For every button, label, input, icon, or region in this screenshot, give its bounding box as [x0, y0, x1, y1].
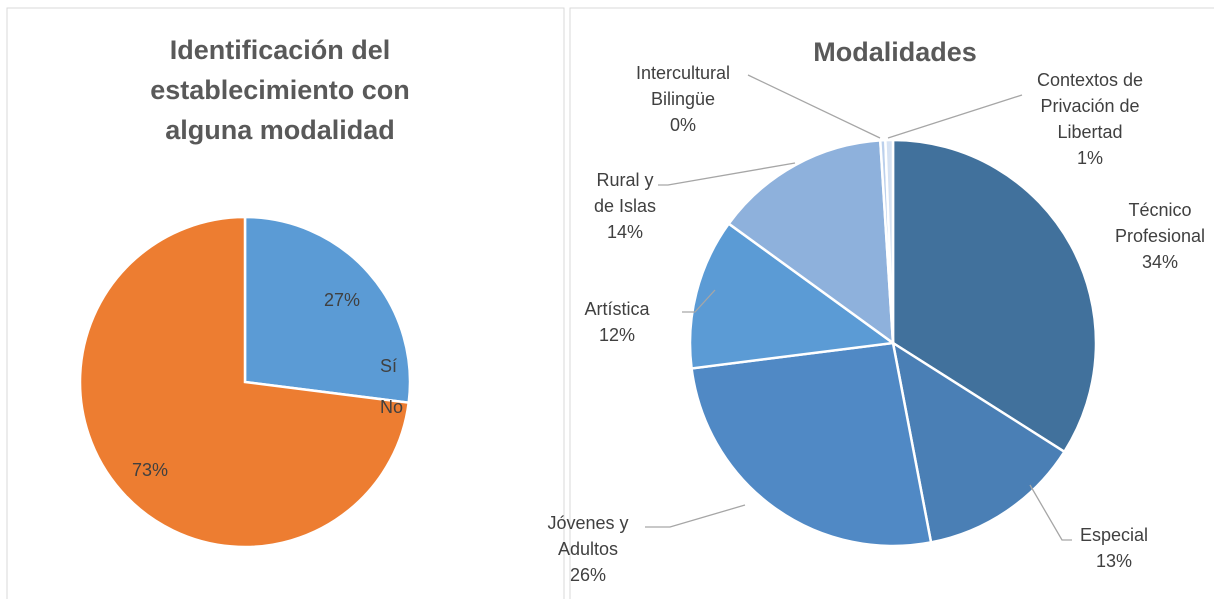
category-label: Intercultural Bilingüe [635, 63, 731, 109]
data-label: Técnico Profesional 34% [1105, 197, 1214, 275]
pie-slice [78, 215, 411, 549]
category-label: Técnico Profesional [1114, 200, 1206, 246]
legend-label: No [380, 397, 404, 417]
chart-title: Identificación del establecimiento con a… [150, 35, 410, 145]
value-label: 27% [323, 290, 361, 310]
category-label: Contextos de Privación de Libertad [1036, 70, 1144, 142]
data-label: Especial 13% [1064, 522, 1164, 574]
value-label: 26% [569, 565, 607, 585]
data-label: Artística 12% [567, 296, 667, 348]
value-label: 13% [1095, 551, 1133, 571]
data-label: 73% [110, 457, 190, 483]
leader-line [645, 504, 746, 528]
panel-frame [569, 7, 1214, 599]
category-label: Especial [1079, 525, 1149, 545]
pie-slice [243, 215, 412, 405]
category-label: Jóvenes y Adultos [547, 513, 629, 559]
leader-line [1029, 484, 1072, 541]
chart-title: Modalidades [813, 37, 977, 67]
category-label: Rural y de Islas [593, 170, 657, 216]
leader-line [747, 74, 881, 139]
value-label: 0% [669, 115, 696, 135]
pie-slice [727, 139, 895, 346]
data-label: Contextos de Privación de Libertad 1% [1015, 67, 1165, 171]
pie-slice [690, 341, 933, 548]
leader-line [887, 94, 1023, 139]
pie-slice [688, 221, 897, 370]
pie-slice [884, 138, 895, 344]
value-label: 14% [606, 222, 644, 242]
data-label: Intercultural Bilingüe 0% [613, 60, 753, 138]
value-label: 1% [1076, 148, 1103, 168]
category-label: Artística [584, 299, 650, 319]
data-label: Rural y de Islas 14% [585, 167, 665, 245]
pie-slice [891, 340, 1067, 544]
leader-line [682, 289, 716, 313]
value-label: 12% [598, 325, 636, 345]
panel-frame [6, 7, 565, 599]
data-label: Jóvenes y Adultos 26% [538, 510, 638, 588]
legend-label: Sí [380, 356, 398, 376]
legend-swatch [362, 361, 372, 371]
leader-line [658, 162, 796, 186]
legend-swatch [362, 402, 372, 412]
value-label: 34% [1141, 252, 1179, 272]
data-label: 27% [302, 287, 382, 313]
value-label: 73% [131, 460, 169, 480]
